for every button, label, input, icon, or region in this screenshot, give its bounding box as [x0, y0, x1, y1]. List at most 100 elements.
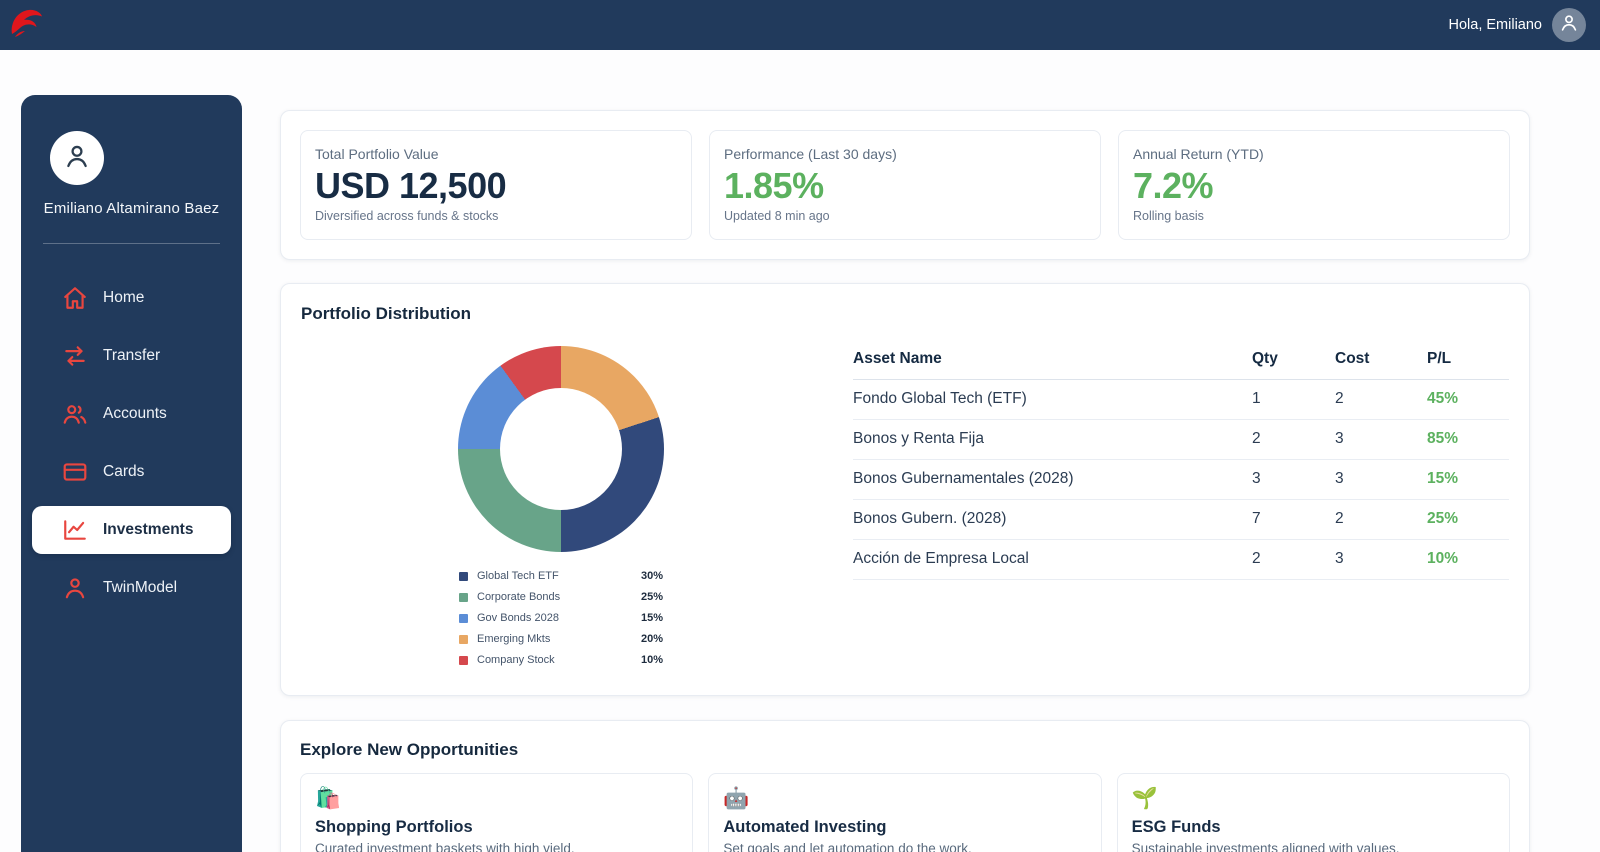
- qty-cell: 1: [1252, 379, 1335, 420]
- opportunities-panel: Explore New Opportunities 🛍️ Shopping Po…: [280, 720, 1530, 852]
- table-row: Bonos Gubern. (2028) 7 2 25%: [853, 499, 1509, 540]
- stat-label: Performance (Last 30 days): [724, 146, 897, 162]
- topbar-right: Hola, Emiliano: [1448, 8, 1586, 42]
- stat-value: 7.2%: [1133, 165, 1214, 206]
- stat-value: 1.85%: [724, 165, 824, 206]
- twinmodel-icon: [62, 575, 88, 601]
- pl-cell: 25%: [1427, 499, 1509, 540]
- sidebar-item-label: Home: [103, 289, 145, 306]
- chart-legend: Global Tech ETF 30% Corporate Bonds 25% …: [459, 570, 663, 675]
- qty-cell: 3: [1252, 459, 1335, 500]
- qty-cell: 2: [1252, 419, 1335, 460]
- legend-item: Global Tech ETF 30%: [459, 570, 663, 582]
- opportunity-card-esg-funds: 🌱 ESG Funds Sustainable investments alig…: [1116, 773, 1510, 852]
- pl-cell: 45%: [1427, 379, 1509, 420]
- sidebar-item-label: Investments: [103, 521, 194, 538]
- sidebar-item-twinmodel[interactable]: TwinModel: [32, 564, 231, 612]
- legend-percent: 20%: [640, 633, 663, 645]
- legend-swatch: [459, 571, 468, 581]
- column-header-qty: Qty: [1252, 344, 1335, 380]
- opportunity-description: Curated investment baskets with high yie…: [315, 841, 575, 852]
- greeting-text: Hola, Emiliano: [1448, 17, 1543, 33]
- stat-card-annual-return: Annual Return (YTD) 7.2% Rolling basis: [1118, 130, 1510, 240]
- opportunity-title: Automated Investing: [723, 818, 887, 836]
- sidebar-item-label: Cards: [103, 463, 145, 480]
- legend-percent: 10%: [640, 654, 663, 666]
- stats-panel: Total Portfolio Value USD 12,500 Diversi…: [280, 110, 1530, 260]
- asset-name-cell: Bonos Gubernamentales (2028): [853, 459, 1252, 500]
- portfolio-donut-chart: [458, 346, 664, 552]
- sidebar-avatar[interactable]: [50, 131, 104, 185]
- opportunity-description: Set goals and let automation do the work…: [723, 841, 972, 852]
- legend-item: Company Stock 10%: [459, 654, 663, 666]
- stat-card-performance: Performance (Last 30 days) 1.85% Updated…: [709, 130, 1101, 240]
- user-avatar[interactable]: [1552, 8, 1586, 42]
- sidebar-item-label: Transfer: [103, 347, 161, 364]
- asset-name-cell: Bonos Gubern. (2028): [853, 499, 1252, 540]
- table-header-row: Asset Name Qty Cost P/L: [853, 344, 1509, 380]
- opportunity-card-automated-investing: 🤖 Automated Investing Set goals and let …: [708, 773, 1102, 852]
- legend-label: Global Tech ETF: [477, 570, 559, 582]
- brand-logo-icon: [8, 7, 44, 44]
- main-content: Total Portfolio Value USD 12,500 Diversi…: [280, 110, 1530, 852]
- stat-label: Total Portfolio Value: [315, 146, 439, 162]
- sidebar-item-cards[interactable]: Cards: [32, 448, 231, 496]
- legend-swatch: [459, 613, 468, 623]
- shopping-bags-icon: 🛍️: [315, 787, 342, 810]
- opportunities-title: Explore New Opportunities: [300, 740, 519, 759]
- sidebar: Emiliano Altamirano Baez Home Transfer A…: [21, 95, 242, 852]
- stat-caption: Rolling basis: [1133, 209, 1204, 223]
- sidebar-item-investments[interactable]: Investments: [32, 506, 231, 554]
- sidebar-divider: [43, 243, 220, 244]
- sidebar-menu: Home Transfer Accounts Cards: [21, 274, 242, 612]
- opportunity-title: Shopping Portfolios: [315, 818, 473, 836]
- cards-icon: [62, 459, 88, 485]
- investments-icon: [62, 517, 88, 543]
- legend-item: Corporate Bonds 25%: [459, 591, 663, 603]
- legend-label: Emerging Mkts: [477, 633, 551, 645]
- legend-label: Gov Bonds 2028: [477, 612, 559, 624]
- legend-item: Emerging Mkts 20%: [459, 633, 663, 645]
- sidebar-item-label: TwinModel: [103, 579, 178, 596]
- person-icon: [61, 140, 93, 177]
- legend-percent: 30%: [640, 570, 663, 582]
- opportunity-card-shopping-portfolios: 🛍️ Shopping Portfolios Curated investmen…: [300, 773, 694, 852]
- robot-icon: 🤖: [723, 787, 750, 810]
- legend-swatch: [459, 634, 468, 644]
- opportunity-title: ESG Funds: [1131, 818, 1221, 836]
- opportunities-grid: 🛍️ Shopping Portfolios Curated investmen…: [300, 773, 1510, 852]
- stat-caption: Updated 8 min ago: [724, 209, 830, 223]
- portfolio-title: Portfolio Distribution: [301, 304, 471, 323]
- column-header-cost: Cost: [1335, 344, 1427, 380]
- cost-cell: 2: [1335, 499, 1427, 540]
- cost-cell: 3: [1335, 459, 1427, 500]
- asset-name-cell: Bonos y Renta Fija: [853, 419, 1252, 460]
- accounts-icon: [62, 401, 88, 427]
- legend-swatch: [459, 655, 468, 665]
- sidebar-item-accounts[interactable]: Accounts: [32, 390, 231, 438]
- cost-cell: 3: [1335, 419, 1427, 460]
- sidebar-user-name: Emiliano Altamirano Baez: [43, 200, 220, 217]
- stat-value: USD 12,500: [315, 165, 507, 206]
- column-header-asset-name: Asset Name: [853, 344, 1252, 380]
- sidebar-item-transfer[interactable]: Transfer: [32, 332, 231, 380]
- stat-card-total-value: Total Portfolio Value USD 12,500 Diversi…: [300, 130, 692, 240]
- legend-swatch: [459, 592, 468, 602]
- pl-cell: 10%: [1427, 539, 1509, 580]
- table-row: Bonos Gubernamentales (2028) 3 3 15%: [853, 459, 1509, 500]
- legend-percent: 15%: [640, 612, 663, 624]
- sidebar-item-home[interactable]: Home: [32, 274, 231, 322]
- pl-cell: 85%: [1427, 419, 1509, 460]
- transfer-icon: [62, 343, 88, 369]
- brand-logo[interactable]: [8, 7, 44, 44]
- pl-cell: 15%: [1427, 459, 1509, 500]
- home-icon: [62, 285, 88, 311]
- qty-cell: 7: [1252, 499, 1335, 540]
- portfolio-body: Global Tech ETF 30% Corporate Bonds 25% …: [301, 330, 1509, 675]
- table-row: Acción de Empresa Local 2 3 10%: [853, 539, 1509, 580]
- table-row: Fondo Global Tech (ETF) 1 2 45%: [853, 379, 1509, 420]
- legend-percent: 25%: [640, 591, 663, 603]
- seedling-icon: 🌱: [1131, 787, 1158, 810]
- holdings-table-area: Asset Name Qty Cost P/L Fondo Global Tec…: [821, 330, 1509, 675]
